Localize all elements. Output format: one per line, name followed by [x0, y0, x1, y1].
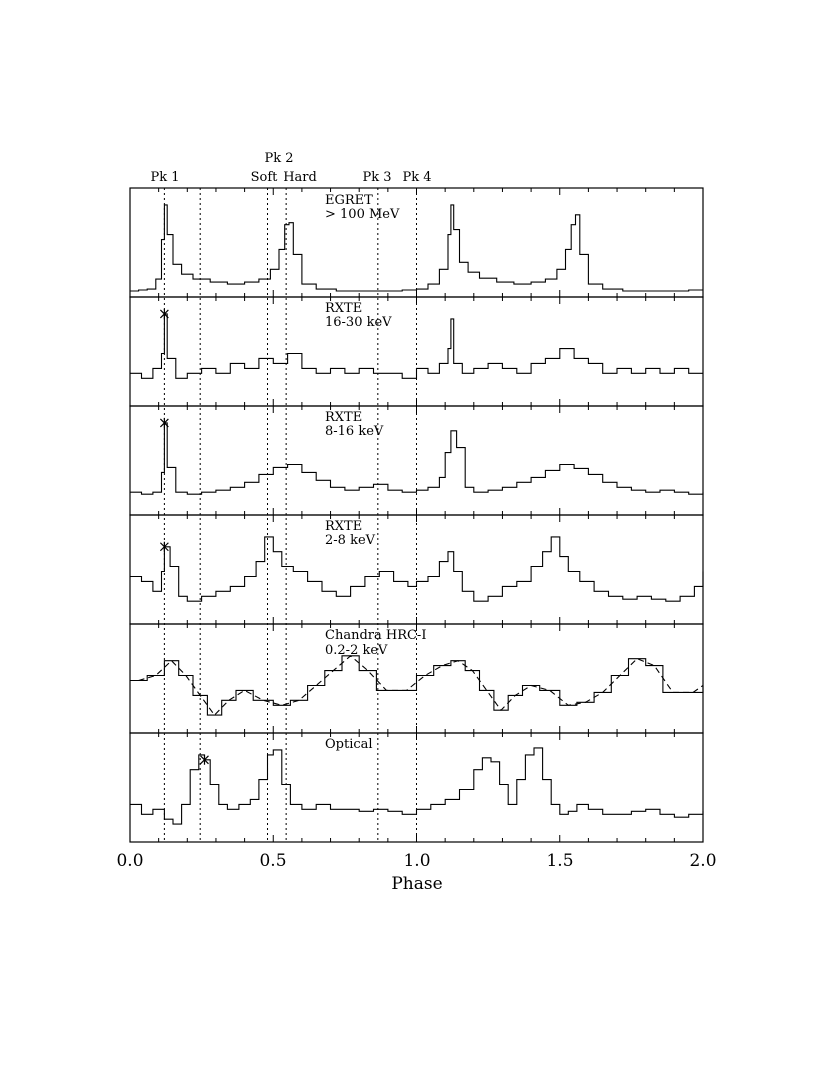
top-label-pk3: Pk 3	[362, 170, 391, 185]
x-tick-label-1: 0.5	[259, 851, 286, 871]
panel-sub-rxte-8-16: 8-16 keV	[325, 424, 384, 439]
top-label-pk1: Pk 1	[150, 170, 179, 185]
panel-sub-chandra: 0.2-2 keV	[325, 643, 388, 658]
panel-sub-rxte-2-8: 2-8 keV	[325, 533, 376, 548]
series-histogram	[130, 536, 704, 602]
x-tick-label-3: 1.5	[546, 851, 573, 871]
panel-label-rxte-8-16: RXTE	[325, 410, 362, 425]
x-axis-title: Phase	[391, 874, 442, 894]
phase-marker-lines	[163, 188, 417, 842]
panel-sub-egret: > 100 MeV	[325, 207, 400, 222]
panel-label-rxte-2-8: RXTE	[325, 519, 362, 534]
top-label-pk2: Pk 2	[264, 151, 293, 166]
panel-label-optical: Optical	[325, 737, 373, 752]
top-label-hard: Hard	[283, 170, 317, 185]
x-tick-label-0: 0.0	[116, 851, 143, 871]
peak-star-marker	[200, 754, 209, 765]
series-histogram	[130, 655, 704, 716]
series-histogram	[130, 747, 704, 825]
x-tick-label-2: 1.0	[403, 851, 430, 871]
x-tick-label-4: 2.0	[689, 851, 716, 871]
panel-label-rxte-16-30: RXTE	[325, 301, 362, 316]
top-label-pk4: Pk 4	[402, 170, 431, 185]
top-label-soft: Soft	[251, 170, 279, 185]
series-histogram	[130, 422, 704, 495]
panel-label-chandra: Chandra HRC-I	[325, 628, 426, 643]
panel-sub-rxte-16-30: 16-30 keV	[325, 315, 392, 330]
panel-label-egret: EGRET	[325, 193, 373, 208]
series-histogram	[130, 204, 703, 292]
series-model-curve	[138, 655, 704, 716]
